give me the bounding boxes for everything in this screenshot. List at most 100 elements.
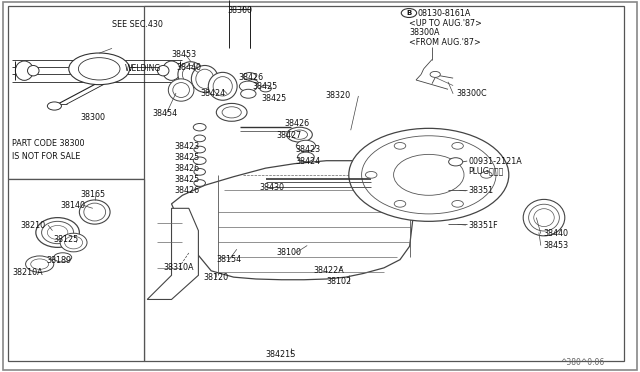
Ellipse shape (79, 58, 120, 80)
Text: 38424: 38424 (200, 89, 225, 98)
Polygon shape (172, 161, 413, 280)
Text: 38453: 38453 (172, 50, 196, 59)
Circle shape (194, 146, 205, 153)
Text: 38154: 38154 (216, 255, 241, 264)
Ellipse shape (298, 152, 314, 162)
Text: PLUGプラグ: PLUGプラグ (468, 167, 504, 176)
Ellipse shape (65, 236, 83, 249)
Text: <FROM AUG.'87>: <FROM AUG.'87> (409, 38, 481, 46)
Circle shape (449, 158, 463, 166)
Text: 38320: 38320 (325, 92, 350, 100)
Circle shape (194, 135, 205, 142)
Text: 38210A: 38210A (13, 268, 44, 277)
Text: 38300: 38300 (80, 113, 105, 122)
Polygon shape (8, 179, 144, 361)
Ellipse shape (287, 127, 312, 142)
Ellipse shape (173, 83, 189, 97)
Text: 38453: 38453 (543, 241, 568, 250)
Ellipse shape (157, 65, 169, 76)
Text: 38140: 38140 (61, 201, 86, 210)
Text: 38300: 38300 (227, 6, 252, 15)
Text: <UP TO AUG.'87>: <UP TO AUG.'87> (409, 19, 482, 28)
Text: 38425: 38425 (174, 175, 199, 184)
Text: 38423: 38423 (174, 142, 199, 151)
Ellipse shape (178, 62, 204, 87)
Text: 38430: 38430 (259, 183, 284, 192)
Ellipse shape (79, 200, 110, 224)
Text: 38310A: 38310A (163, 263, 194, 272)
Ellipse shape (168, 79, 194, 101)
Circle shape (260, 85, 271, 92)
Text: 38427: 38427 (276, 131, 301, 140)
Text: IS NOT FOR SALE: IS NOT FOR SALE (12, 152, 80, 161)
Circle shape (481, 171, 492, 178)
Ellipse shape (42, 221, 74, 244)
Ellipse shape (36, 218, 79, 247)
Circle shape (248, 80, 258, 86)
Polygon shape (8, 6, 189, 179)
Polygon shape (3, 2, 637, 370)
Text: SEE SEC.430: SEE SEC.430 (112, 20, 163, 29)
Circle shape (241, 89, 256, 98)
Circle shape (239, 81, 257, 92)
Ellipse shape (208, 72, 237, 100)
Circle shape (349, 128, 509, 221)
Text: 38125: 38125 (53, 235, 78, 244)
Circle shape (394, 201, 406, 207)
Text: 38300C: 38300C (456, 89, 487, 98)
Text: 38189: 38189 (46, 256, 71, 265)
Text: 38421S: 38421S (266, 350, 296, 359)
Circle shape (243, 73, 256, 80)
Text: 38425: 38425 (261, 94, 286, 103)
Circle shape (362, 136, 496, 214)
Ellipse shape (60, 233, 87, 252)
Circle shape (401, 9, 417, 17)
Circle shape (194, 180, 205, 186)
Circle shape (26, 256, 54, 272)
Ellipse shape (524, 199, 564, 236)
Ellipse shape (292, 130, 308, 139)
Text: 38210: 38210 (20, 221, 45, 230)
Text: B: B (406, 10, 412, 16)
Text: ^380^0.06: ^380^0.06 (561, 358, 605, 367)
Text: 00931-2121A: 00931-2121A (468, 157, 522, 166)
Ellipse shape (84, 203, 106, 221)
Circle shape (194, 169, 205, 175)
Text: 08130-8161A: 08130-8161A (418, 9, 471, 17)
Ellipse shape (47, 102, 61, 110)
Text: 38454: 38454 (152, 109, 177, 118)
Ellipse shape (196, 69, 214, 89)
Ellipse shape (28, 65, 39, 76)
Text: 38440: 38440 (543, 229, 568, 238)
Ellipse shape (213, 77, 232, 96)
Ellipse shape (163, 61, 180, 80)
Text: 38425: 38425 (174, 153, 199, 162)
Ellipse shape (54, 253, 72, 262)
Ellipse shape (191, 65, 218, 92)
Text: 38300A: 38300A (409, 28, 440, 37)
Text: 38422A: 38422A (314, 266, 344, 275)
Circle shape (31, 259, 49, 269)
Text: 38120: 38120 (204, 273, 228, 282)
Text: 38100: 38100 (276, 248, 301, 257)
Circle shape (394, 142, 406, 149)
Circle shape (193, 124, 206, 131)
Text: 38426: 38426 (174, 186, 199, 195)
Text: 38425: 38425 (253, 82, 278, 91)
Polygon shape (144, 6, 624, 361)
Ellipse shape (69, 53, 129, 84)
Ellipse shape (534, 209, 554, 227)
Text: 38426: 38426 (239, 73, 264, 81)
Circle shape (452, 142, 463, 149)
Circle shape (452, 201, 463, 207)
Text: 38351: 38351 (468, 186, 493, 195)
Text: 38440: 38440 (177, 63, 202, 72)
Text: 38426: 38426 (174, 164, 199, 173)
Circle shape (365, 171, 377, 178)
Text: 38165: 38165 (80, 190, 105, 199)
Text: 38424: 38424 (296, 157, 321, 166)
Polygon shape (147, 208, 198, 299)
Ellipse shape (216, 103, 247, 121)
Ellipse shape (529, 204, 559, 231)
Text: 38351F: 38351F (468, 221, 498, 230)
